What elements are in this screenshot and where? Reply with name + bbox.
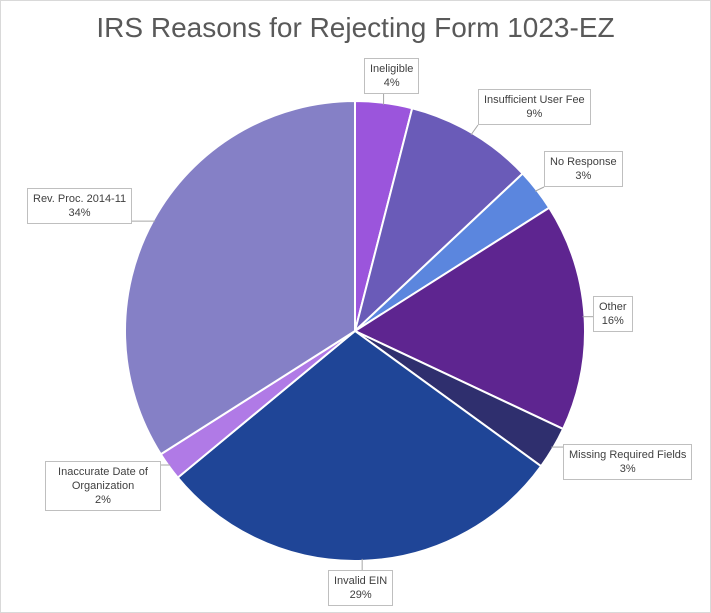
- leader-line: [534, 186, 545, 192]
- label-no-response: No Response 3%: [544, 151, 623, 187]
- label-other-value: 16%: [601, 315, 624, 327]
- label-ineligible-name: Ineligible: [370, 63, 414, 75]
- label-missing-required-fields-value: 3%: [619, 463, 636, 475]
- pie-slice-rev-proc-2014-11: [124, 99, 356, 456]
- chart-title: IRS Reasons for Rejecting Form 1023-EZ: [96, 12, 615, 43]
- label-missing-required-fields-name: Missing Required Fields: [569, 449, 687, 461]
- label-ineligible-value: 4%: [383, 77, 400, 89]
- label-other-name: Other: [599, 301, 627, 313]
- label-no-response-value: 3%: [575, 170, 592, 182]
- label-inaccurate-date-value: 2%: [95, 494, 111, 506]
- label-insufficient-user-fee-value: 9%: [526, 108, 543, 120]
- label-rev-proc-value: 34%: [68, 207, 91, 219]
- label-invalid-ein: Invalid EIN 29%: [328, 570, 394, 606]
- label-inaccurate-date: Inaccurate Date of Organization 2%: [45, 461, 161, 511]
- label-invalid-ein-value: 29%: [349, 589, 372, 601]
- label-insufficient-user-fee: Insufficient User Fee 9%: [478, 89, 591, 125]
- label-insufficient-user-fee-name: Insufficient User Fee: [484, 94, 585, 106]
- label-inaccurate-date-name: Inaccurate Date of Organization: [58, 466, 148, 492]
- leader-line: [470, 124, 479, 136]
- label-missing-required-fields: Missing Required Fields 3%: [563, 444, 693, 480]
- label-rev-proc-name: Rev. Proc. 2014-11: [33, 193, 127, 205]
- label-invalid-ein-name: Invalid EIN: [334, 575, 388, 587]
- label-rev-proc: Rev. Proc. 2014-11 34%: [27, 188, 133, 224]
- label-ineligible: Ineligible 4%: [364, 58, 420, 94]
- label-no-response-name: No Response: [550, 156, 617, 168]
- label-other: Other 16%: [593, 296, 633, 332]
